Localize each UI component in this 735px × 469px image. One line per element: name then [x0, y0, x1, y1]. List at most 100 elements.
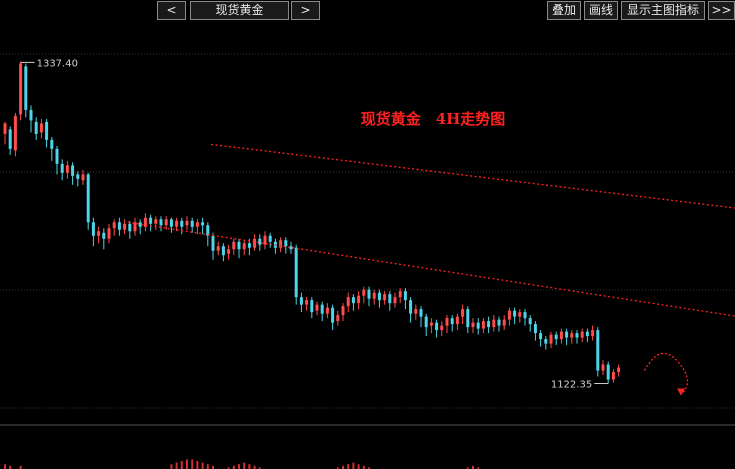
candle-body — [201, 222, 205, 226]
candle-body — [565, 331, 569, 338]
candle-body — [429, 322, 433, 326]
candle-body — [8, 129, 12, 149]
candle-body — [149, 217, 153, 224]
candle — [611, 369, 615, 383]
volume-bar — [357, 464, 360, 469]
candle-body — [507, 310, 511, 320]
candle-body — [60, 163, 64, 173]
overlay-button[interactable]: 叠加 — [547, 1, 581, 20]
low-marker: 1122.35 — [551, 380, 609, 391]
candle-body — [331, 307, 335, 323]
candle-body — [492, 319, 496, 328]
show-main-indicator-button[interactable]: 显示主图指标 — [621, 1, 705, 20]
volume-bar — [347, 464, 350, 469]
candle — [211, 232, 215, 260]
candle-body — [528, 318, 532, 325]
candle-body — [107, 228, 111, 239]
candle — [201, 217, 205, 235]
expand-button[interactable]: >> — [708, 1, 735, 20]
candle-body — [284, 240, 288, 247]
high-marker: 1337.40 — [20, 58, 78, 69]
channel-upper-line — [210, 143, 735, 209]
candle-body — [549, 334, 553, 344]
candle-body — [65, 165, 69, 173]
candle-body — [325, 307, 329, 314]
candle-body — [299, 297, 303, 305]
price-chart[interactable]: 1337.40 1122.35 现货黄金 4H走势图 — [0, 22, 735, 469]
candle-body — [310, 300, 314, 313]
candle — [424, 313, 428, 337]
candle — [528, 315, 532, 332]
candle — [60, 159, 64, 181]
candle-body — [523, 312, 527, 319]
candle-body — [336, 315, 340, 322]
draw-line-button[interactable]: 画线 — [584, 1, 618, 20]
volume-bar — [342, 465, 344, 469]
symbol-selector[interactable]: 现货黄金 — [190, 1, 289, 20]
candle — [268, 232, 272, 248]
candle-body — [117, 222, 121, 230]
candle-body — [279, 240, 283, 248]
candle — [185, 216, 189, 230]
candle-body — [206, 225, 210, 236]
candle-body — [289, 246, 293, 250]
candle-body — [315, 304, 319, 311]
candle-body — [71, 165, 75, 176]
volume-bar — [238, 464, 240, 469]
candle — [216, 241, 220, 256]
candle-body — [518, 312, 522, 317]
volume-bar — [368, 467, 370, 469]
candle — [591, 325, 595, 341]
next-symbol-button[interactable]: > — [291, 1, 320, 20]
candle — [518, 309, 522, 323]
volume-bar — [9, 465, 12, 469]
volume-bars — [4, 459, 480, 469]
candle-body — [497, 319, 501, 326]
volume-bar — [19, 465, 22, 469]
candle-body — [580, 331, 584, 338]
candle-body — [29, 109, 33, 121]
candle — [513, 307, 517, 325]
candle — [258, 234, 262, 251]
volume-bar — [186, 459, 188, 469]
candle — [34, 117, 38, 140]
candle-body — [320, 304, 324, 314]
candle — [81, 169, 85, 185]
candle-body — [601, 364, 605, 371]
chart-toolbar: < 现货黄金 > 叠加 画线 显示主图指标 >> — [0, 0, 735, 22]
candle — [175, 217, 179, 232]
candle — [476, 318, 480, 335]
candle — [533, 321, 537, 341]
volume-bar — [477, 467, 480, 469]
candle — [580, 328, 584, 343]
candle-body — [227, 249, 231, 254]
candle-body — [133, 222, 137, 232]
candle — [305, 297, 309, 311]
candle — [440, 321, 444, 337]
volume-bar — [201, 462, 204, 469]
candle — [466, 306, 470, 334]
candle — [539, 330, 543, 347]
candle — [195, 219, 199, 235]
candle-body — [190, 220, 194, 227]
candle-body — [164, 219, 168, 226]
candle-body — [606, 364, 610, 380]
candle — [299, 292, 303, 313]
candle — [325, 303, 329, 319]
candle-body — [211, 235, 215, 251]
candle — [429, 318, 433, 334]
candle — [455, 313, 459, 331]
forecast-arrowhead — [677, 388, 685, 396]
candle — [221, 243, 225, 262]
volume-bar — [362, 465, 365, 469]
prev-symbol-button[interactable]: < — [157, 1, 186, 20]
candle — [331, 304, 335, 331]
candle — [502, 315, 506, 331]
candle-body — [435, 322, 439, 331]
candle-body — [393, 297, 397, 304]
candle — [117, 217, 121, 236]
candle-body — [575, 333, 579, 338]
candle-body — [97, 231, 101, 236]
candle-body — [143, 217, 147, 227]
candle — [91, 217, 95, 247]
